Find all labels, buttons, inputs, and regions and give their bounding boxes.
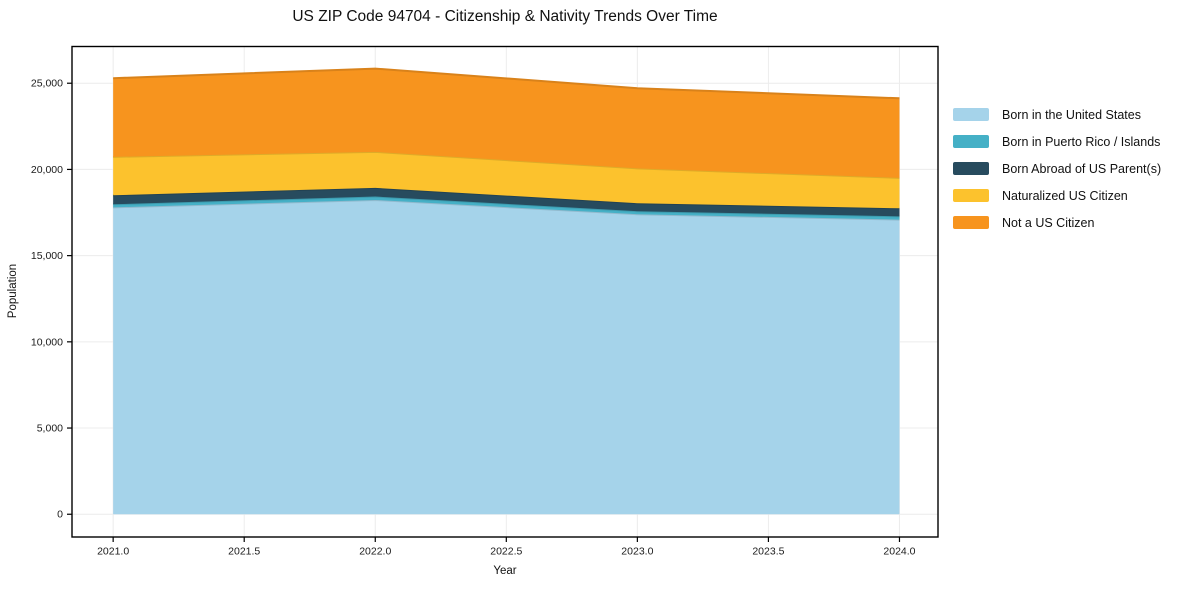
legend-swatch (953, 216, 989, 229)
y-tick-label: 10,000 (31, 336, 63, 348)
area-boundary-line (113, 67, 900, 100)
x-tick-label: 2022.5 (490, 546, 522, 558)
plot-frame (71, 45, 939, 538)
legend-swatch (953, 135, 989, 148)
area-layer (113, 151, 900, 209)
legend-item: Naturalized US Citizen (953, 182, 1161, 209)
x-axis-label: Year (493, 565, 517, 577)
legend-label: Born in the United States (1002, 107, 1141, 122)
x-tick-label: 2023.0 (621, 546, 653, 558)
y-tick-label: 20,000 (31, 164, 63, 176)
chart-title: US ZIP Code 94704 - Citizenship & Nativi… (292, 8, 718, 25)
y-tick-label: 0 (57, 509, 63, 521)
area-layer (113, 199, 900, 515)
legend-label: Not a US Citizen (1002, 215, 1095, 230)
y-tick-label: 15,000 (31, 250, 63, 262)
legend-swatch (953, 108, 989, 121)
area-layer (113, 68, 900, 178)
legend-label: Born in Puerto Rico / Islands (1002, 134, 1161, 149)
x-tick-label: 2024.0 (883, 546, 915, 558)
x-tick-label: 2021.0 (97, 546, 129, 558)
legend-swatch (953, 189, 989, 202)
x-tick-label: 2021.5 (228, 546, 260, 558)
area-layer (113, 187, 900, 217)
x-tick-label: 2023.5 (752, 546, 784, 558)
legend-item: Born in Puerto Rico / Islands (953, 128, 1161, 155)
legend-label: Born Abroad of US Parent(s) (1002, 161, 1162, 176)
legend-item: Born in the United States (953, 101, 1161, 128)
legend-item: Not a US Citizen (953, 209, 1161, 236)
legend-swatch (953, 162, 989, 175)
legend-item: Born Abroad of US Parent(s) (953, 155, 1161, 182)
y-axis-label: Population (7, 263, 19, 319)
legend: Born in the United States Born in Puerto … (953, 101, 1161, 236)
y-tick-label: 25,000 (31, 78, 63, 90)
area-layer (113, 196, 900, 220)
legend-label: Naturalized US Citizen (1002, 188, 1128, 203)
y-tick-label: 5,000 (37, 423, 63, 435)
x-tick-label: 2022.0 (359, 546, 391, 558)
